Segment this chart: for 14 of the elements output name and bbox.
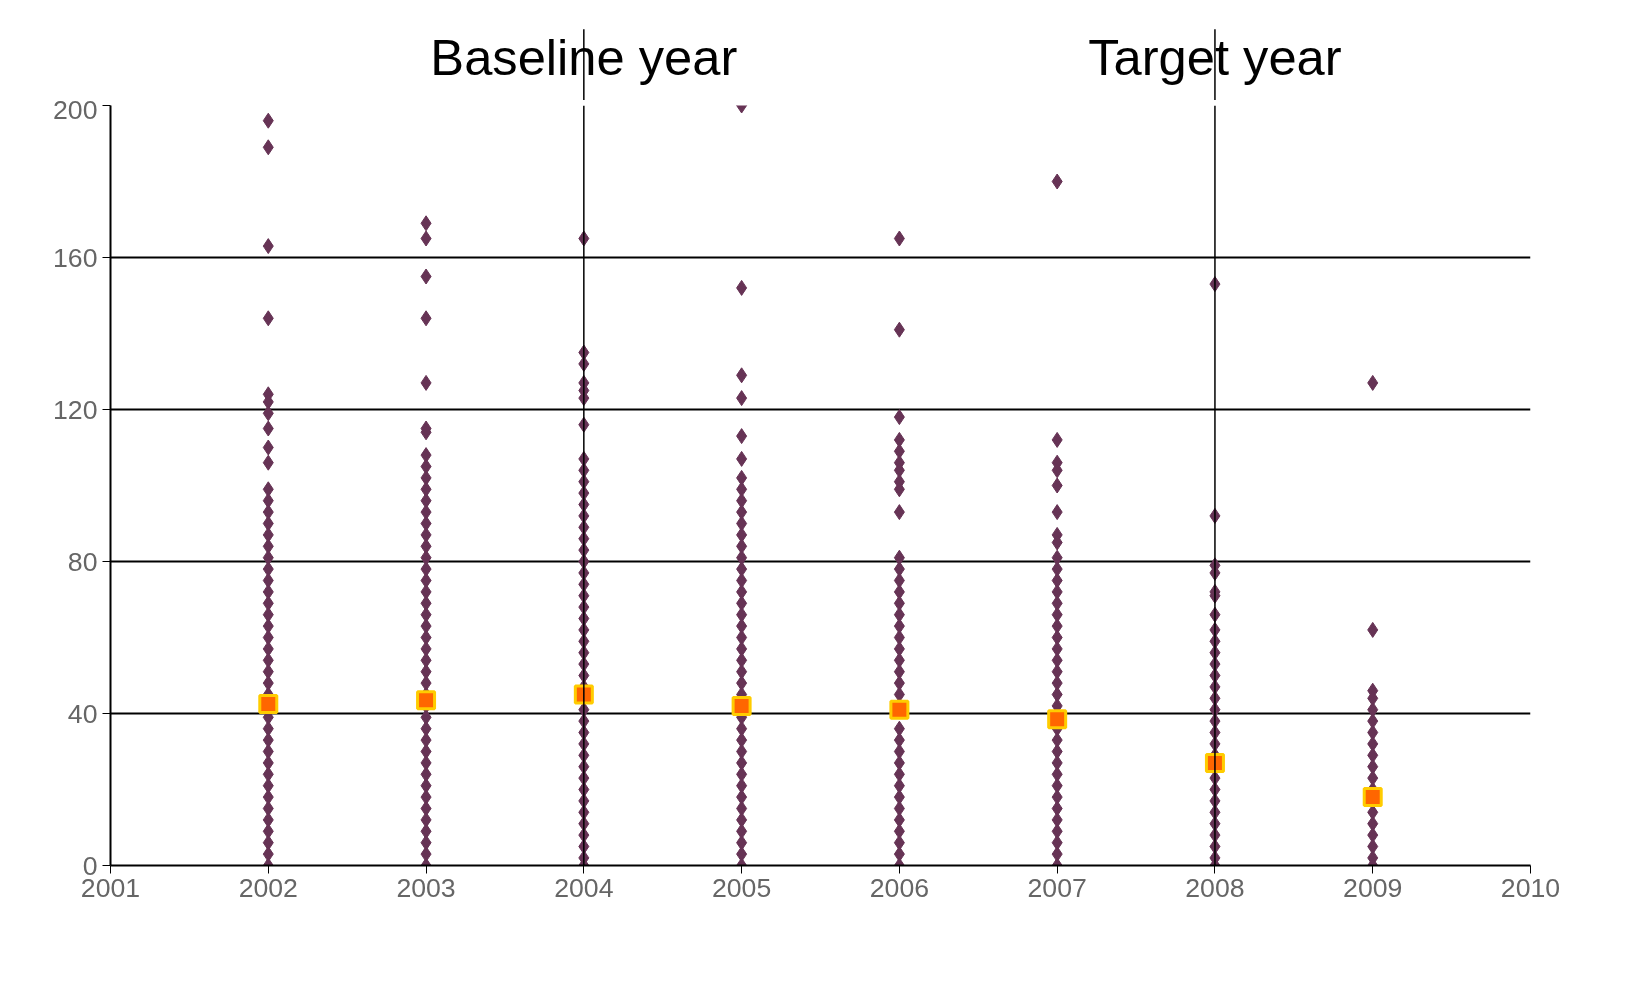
x-tick-label: 2003	[396, 872, 456, 903]
x-tick-label: 2007	[1027, 872, 1087, 903]
y-tick-label: 80	[67, 546, 98, 577]
x-tick-label: 2010	[1500, 872, 1561, 903]
y-tick-label: 160	[53, 242, 98, 273]
y-tick-label: 120	[53, 394, 98, 425]
y-tick-label: 40	[67, 698, 98, 729]
x-tick-label: 2006	[869, 872, 930, 903]
x-tick-label: 2002	[238, 872, 298, 903]
y-tick-label: 200	[53, 94, 98, 125]
x-tick-label: 2009	[1343, 872, 1403, 903]
x-tick-label: 2005	[711, 872, 772, 903]
x-tick-label: 2008	[1185, 872, 1245, 903]
x-tick-label: 2004	[554, 872, 614, 903]
